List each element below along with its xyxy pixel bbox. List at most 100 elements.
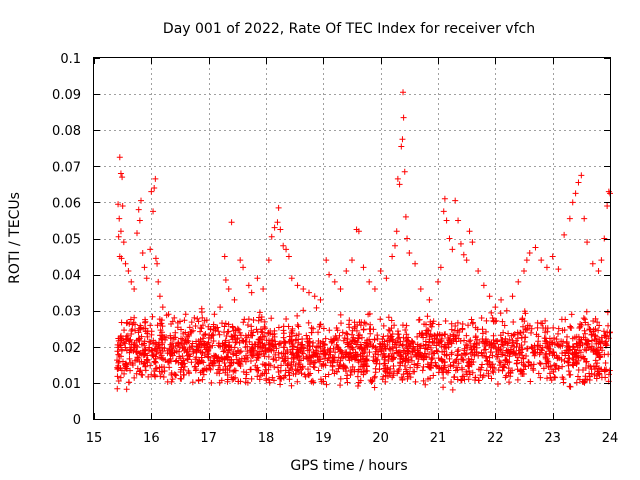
data-point xyxy=(565,368,572,375)
data-point xyxy=(288,275,295,282)
data-point xyxy=(317,321,324,328)
data-point xyxy=(254,367,261,374)
data-point xyxy=(265,360,272,367)
data-point xyxy=(461,345,468,352)
data-point xyxy=(173,357,180,364)
data-point xyxy=(461,337,468,344)
data-point xyxy=(115,233,122,240)
data-point xyxy=(349,257,355,264)
data-point xyxy=(595,267,602,274)
data-point xyxy=(189,379,196,386)
data-point xyxy=(463,332,470,339)
data-point xyxy=(530,349,537,356)
data-point xyxy=(527,329,534,336)
data-point xyxy=(269,342,276,349)
data-point xyxy=(114,364,121,371)
data-point xyxy=(143,275,150,282)
data-point xyxy=(536,351,543,358)
data-point xyxy=(225,328,232,335)
data-point xyxy=(259,370,266,377)
data-point xyxy=(504,348,511,355)
data-point xyxy=(134,230,140,237)
data-point xyxy=(172,358,179,365)
data-point xyxy=(424,327,431,334)
data-point xyxy=(423,321,430,328)
data-point xyxy=(453,356,460,363)
data-point xyxy=(513,350,520,357)
data-point xyxy=(343,267,350,274)
data-point xyxy=(166,364,173,371)
data-point xyxy=(122,336,129,343)
data-point xyxy=(482,338,489,345)
data-point xyxy=(128,278,135,285)
data-point xyxy=(276,375,283,382)
data-point xyxy=(469,319,476,326)
data-point xyxy=(558,316,565,323)
data-point xyxy=(529,344,536,351)
data-point xyxy=(464,371,471,378)
data-point xyxy=(217,366,224,373)
data-point xyxy=(542,317,549,324)
data-point xyxy=(245,316,252,323)
data-point xyxy=(237,257,244,264)
data-point xyxy=(450,331,457,338)
data-point xyxy=(305,366,312,373)
data-point xyxy=(490,337,497,344)
data-point xyxy=(546,350,553,357)
data-point xyxy=(405,339,412,346)
data-point xyxy=(214,324,221,331)
data-point xyxy=(159,348,166,355)
data-point xyxy=(347,349,354,356)
data-point xyxy=(575,357,582,364)
data-point xyxy=(523,326,530,333)
data-point xyxy=(372,369,379,376)
data-point xyxy=(366,310,373,317)
data-point xyxy=(344,336,351,343)
data-point xyxy=(323,257,330,264)
data-point xyxy=(219,356,226,363)
data-point xyxy=(527,378,534,385)
data-point xyxy=(458,356,465,363)
data-point xyxy=(583,347,590,354)
data-point xyxy=(177,369,184,376)
y-tick-label: 0.09 xyxy=(52,88,81,103)
data-point xyxy=(585,338,592,345)
data-point xyxy=(230,368,237,375)
data-point xyxy=(338,320,345,327)
data-point xyxy=(360,264,367,271)
data-point xyxy=(472,374,479,381)
data-point xyxy=(352,323,359,330)
data-point xyxy=(567,346,574,353)
data-point xyxy=(330,357,337,364)
data-point xyxy=(547,346,554,353)
data-point xyxy=(207,343,214,350)
data-point xyxy=(296,357,303,364)
data-point xyxy=(428,354,435,361)
data-point xyxy=(452,322,459,329)
data-point xyxy=(588,343,595,350)
data-point xyxy=(274,364,281,371)
data-point xyxy=(471,343,478,350)
data-point xyxy=(274,219,281,226)
data-point xyxy=(526,322,533,329)
data-point xyxy=(594,319,601,326)
data-point xyxy=(221,329,228,336)
data-point xyxy=(206,365,213,372)
y-tick-label: 0.03 xyxy=(52,305,81,320)
data-point xyxy=(273,345,280,352)
data-point xyxy=(210,338,217,345)
data-point xyxy=(400,334,407,341)
data-point xyxy=(514,331,521,338)
data-point xyxy=(337,311,344,318)
data-point xyxy=(586,325,593,332)
data-point xyxy=(346,324,353,331)
data-point xyxy=(285,360,292,367)
data-point xyxy=(484,361,491,368)
data-point xyxy=(141,319,148,326)
data-point xyxy=(320,361,327,368)
data-point xyxy=(385,326,392,333)
data-point xyxy=(229,323,236,330)
data-point xyxy=(505,365,512,372)
data-point xyxy=(271,338,278,345)
data-point xyxy=(201,331,208,338)
